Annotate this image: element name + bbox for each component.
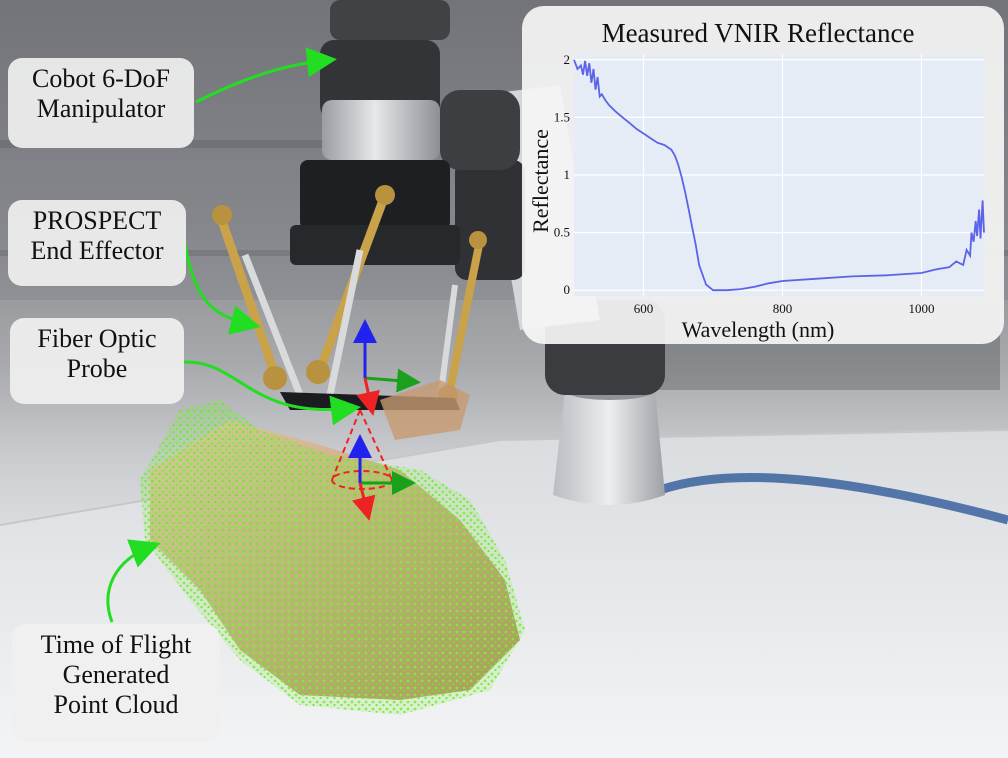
y-tick-label: 2: [564, 52, 571, 67]
y-tick-label: 0: [564, 282, 571, 297]
reflectance-chart-panel: Measured VNIR Reflectance 600 800 1000 0 0.5…: [522, 6, 1004, 344]
label-fiber-optic-probe: Fiber Optic Probe: [10, 318, 184, 404]
y-tick-label: 1.5: [554, 109, 570, 124]
label-prospect-end-effector: PROSPECT End Effector: [8, 200, 186, 286]
label-tof-point-cloud: Time of Flight Generated Point Cloud: [12, 624, 220, 742]
label-tof-line-3: Point Cloud: [53, 690, 179, 719]
chart-ticks: 600 800 1000 0 0.5 1 1.5 2: [554, 52, 935, 316]
reflectance-chart: Measured VNIR Reflectance 600 800 1000 0 0.5…: [528, 18, 985, 342]
label-tof-line-1: Time of Flight: [40, 630, 192, 659]
x-tick-label: 1000: [908, 301, 934, 316]
label-cobot-line-2: Manipulator: [36, 94, 166, 123]
y-tick-label: 1: [564, 167, 571, 182]
label-fiber-line-2: Probe: [66, 354, 128, 383]
x-tick-label: 800: [773, 301, 793, 316]
series-line: [573, 59, 985, 292]
label-prospect-line-1: PROSPECT: [32, 206, 162, 235]
chart-title: Measured VNIR Reflectance: [602, 18, 915, 48]
arrow-cobot: [195, 47, 337, 104]
chart-grid: [574, 54, 984, 296]
probe-frame: [353, 319, 421, 416]
x-axis-label: Wavelength (nm): [682, 317, 835, 342]
label-prospect-line-2: End Effector: [30, 236, 164, 265]
label-cobot-line-1: Cobot 6-DoF: [32, 64, 170, 93]
target-frame: [348, 434, 416, 521]
x-tick-label: 600: [634, 301, 654, 316]
y-axis-label: Reflectance: [528, 129, 553, 233]
arrow-fiber: [183, 360, 361, 426]
label-tof-line-2: Generated: [62, 660, 170, 689]
label-fiber-line-1: Fiber Optic: [37, 324, 157, 353]
y-tick-label: 0.5: [554, 225, 570, 240]
arrow-prospect: [182, 239, 261, 335]
label-cobot-manipulator: Cobot 6-DoF Manipulator: [8, 58, 194, 148]
arrow-tof: [106, 539, 161, 623]
